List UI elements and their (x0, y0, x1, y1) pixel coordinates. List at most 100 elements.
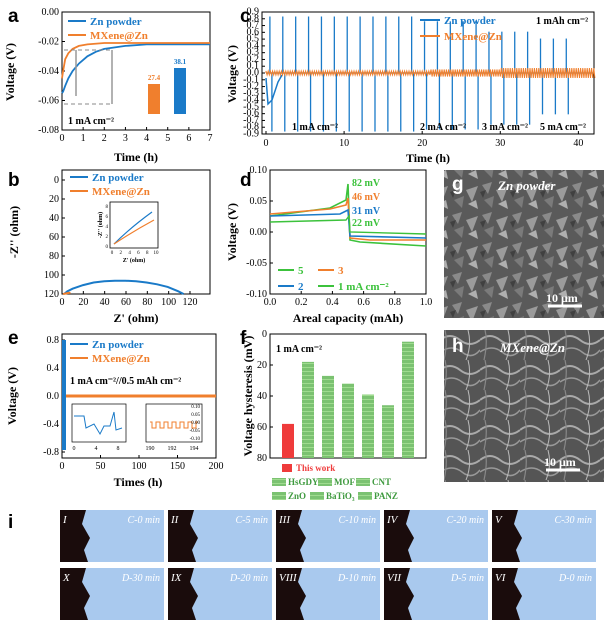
x-ticks-e: 0 50 100 150 200 (60, 455, 224, 472)
inset1-x-tick-label: 0 (73, 446, 76, 452)
x-tick-label: 120 (183, 297, 198, 308)
micrograph-tile: IX D-20 min (168, 568, 272, 620)
inset2-y-tick-label: -0.05 (190, 429, 201, 434)
y-tick-label: 0.5 (247, 34, 260, 45)
inset-x-tick-label: 6 (137, 251, 140, 256)
scale-label-h: 10 μm (544, 455, 576, 469)
x-tick-label: 30 (495, 138, 505, 149)
y-tick-label: 0.00 (250, 227, 268, 238)
inset-bar-mxene (148, 84, 160, 114)
inset-xlabel-b: Z' (ohm) (123, 257, 146, 264)
micrograph-condition: D-10 min (337, 573, 376, 584)
annotation-31mv: 31 mV (352, 206, 381, 217)
inset-bar-label-mxene: 27.4 (148, 74, 161, 82)
zinc-electrode-edge (168, 510, 198, 562)
y-tick-label: 0.1 (247, 61, 260, 72)
inset2-x-tick-label: 194 (190, 446, 199, 452)
inset2-y-tick-label: 0.05 (191, 413, 200, 418)
annotation-c-1ma: 1 mA cm⁻² (292, 122, 338, 133)
inset-x-tick-label: 0 (111, 251, 114, 256)
legend-swatch-cnt (356, 478, 370, 486)
micrograph-condition: D-30 min (121, 573, 160, 584)
sem-image-zn-powder (444, 170, 604, 318)
y-axis-label-e: Voltage (V) (5, 367, 19, 425)
y-tick-label: -0.06 (38, 96, 59, 107)
inset-bars-a: 27.4 38.1 (148, 58, 187, 114)
panel-label-g: g (452, 174, 464, 195)
micrograph-tile: III C-10 min (276, 510, 380, 562)
annotation-c-capacity: 1 mAh cm⁻² (536, 16, 588, 27)
legend-swatch-thiswork (282, 464, 292, 472)
bar-cnt (342, 383, 354, 458)
micrograph-row-bottom: X D-30 min IX D-20 min VIII D-10 min VII D-5 mi… (60, 568, 596, 620)
panel-c: c Voltage (V) Time (h) 0.90.80.70.60.50.… (225, 6, 596, 165)
annotation-c-3ma: 3 mA cm⁻² (482, 122, 528, 133)
y-tick-label: 40 (257, 391, 267, 402)
x-axis-label-a: Time (h) (114, 150, 158, 164)
inset2-line-e (150, 421, 198, 429)
x-tick-label: 0.0 (264, 297, 277, 308)
inset2-x-tick-label: 192 (168, 446, 177, 452)
y-tick-label: -0.04 (38, 66, 59, 77)
legend-label-zn-c: Zn powder (444, 15, 496, 27)
inset-y-tick-label: 6 (106, 215, 109, 220)
legend-swatch-batio3 (310, 492, 324, 500)
legend-label-cnt: CNT (372, 477, 391, 487)
legend-label-3: 3 (338, 265, 344, 277)
inset2-yticks-e: 0.10 0.05 0.00 -0.05 -0.10 (190, 405, 201, 442)
x-tick-label: 200 (209, 461, 224, 472)
inset-bar-zn (174, 68, 186, 114)
scale-label-g: 10 μm (546, 291, 578, 305)
legend-label-mxene-e: MXene@Zn (92, 353, 150, 365)
x-tick-label: 7 (208, 133, 213, 144)
y-tick-label: 0.6 (247, 27, 260, 38)
zinc-electrode-edge (384, 510, 414, 562)
annotation-c-2ma: 2 mA cm⁻² (420, 122, 466, 133)
y-ticks-a: 0.00 -0.02 -0.04 -0.06 -0.08 (38, 7, 65, 136)
inset-line-zn-b (113, 211, 153, 245)
inset-x-tick-label: 8 (146, 251, 149, 256)
legend-label-1: 1 mA cm⁻² (338, 281, 389, 293)
x-ticks-a: 0 1 2 3 4 5 6 7 (60, 127, 213, 144)
annotation-a: 1 mA cm⁻² (68, 116, 114, 127)
annotation-22mv: 22 mV (352, 218, 381, 229)
y-tick-label: -0.4 (243, 95, 259, 106)
series-line-mxene-a (61, 42, 210, 79)
y-tick-label: 0.05 (250, 196, 268, 207)
annotation-82mv: 82 mV (352, 178, 381, 189)
y-tick-label: 0.3 (247, 47, 260, 58)
series-lines-a (61, 42, 210, 94)
inset-xticks-b: 0 2 4 6 8 10 (111, 251, 159, 256)
panel-label-e: e (8, 328, 19, 349)
y-tick-label: -0.02 (38, 37, 59, 48)
curve-2ma (269, 208, 427, 239)
zinc-electrode-edge (384, 568, 414, 620)
x-axis-label-c: Time (h) (406, 151, 450, 165)
bar-this-work (282, 423, 294, 458)
panel-label-b: b (8, 170, 20, 191)
y-tick-label: 0.0 (247, 68, 260, 79)
legend-label-hsgdy: HsGDY (288, 477, 319, 487)
y-tick-label: -0.5 (243, 101, 259, 112)
x-tick-label: 0.6 (357, 297, 370, 308)
series-lines-b (62, 279, 185, 295)
y-tick-label: 0.10 (250, 165, 268, 176)
micrograph-tile: IV C-20 min (384, 510, 488, 562)
y-tick-label: -0.6 (243, 108, 259, 119)
legend-label-zn-a: Zn powder (90, 16, 142, 28)
x-tick-label: 0.2 (295, 297, 308, 308)
zinc-electrode-edge (276, 568, 306, 620)
annotation-e: 1 mA cm⁻²//0.5 mAh cm⁻² (70, 376, 181, 387)
legend-label-mxene-a: MXene@Zn (90, 30, 148, 42)
micrograph-index: IX (170, 572, 183, 584)
y-tick-label: 0.00 (42, 7, 60, 18)
series-line-zn-e (62, 340, 66, 450)
micrograph-tile: X D-30 min (60, 568, 164, 620)
legend-label-mxene-c: MXene@Zn (444, 31, 502, 43)
legend-label-mxene-b: MXene@Zn (92, 186, 150, 198)
micrograph-condition: D-0 min (558, 573, 592, 584)
y-tick-label: -0.8 (43, 447, 59, 458)
panel-label-h: h (452, 336, 464, 357)
x-tick-label: 20 (78, 297, 88, 308)
